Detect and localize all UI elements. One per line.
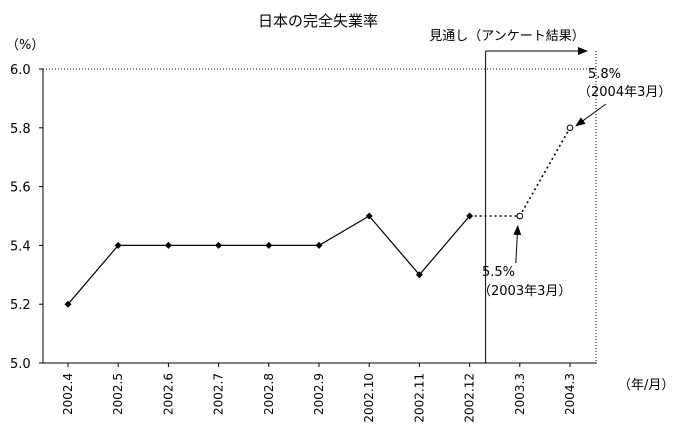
x-tick-label: 2002.11 [412,373,426,423]
y-tick-label: 5.4 [10,239,31,254]
y-tick-label: 5.8 [10,122,31,137]
data-point-marker [415,271,423,279]
data-point-marker [215,241,223,249]
forecast-series-line [469,127,571,217]
data-point-marker [114,241,122,249]
data-point-marker [164,241,172,249]
annotation-value-2003: 5.5% [482,265,515,280]
data-point-marker [64,300,72,308]
actual-series-line [67,215,471,305]
x-axis-unit-label: （年/月） [618,378,674,393]
x-tick-label: 2002.8 [262,373,276,415]
data-point-marker [265,241,273,249]
y-tick-label: 5.2 [10,298,31,313]
x-tick-label: 2002.6 [161,373,175,415]
y-tick-label: 5.6 [10,181,31,196]
annotation-value-2004: 5.8% [588,67,621,82]
x-tick-label: 2003.3 [513,373,527,415]
x-tick-label: 2004.3 [563,373,577,415]
annotation-note-2004: （2004年3月） [578,85,671,100]
x-tick-label: 2002.9 [312,373,326,415]
annotation-arrow-2004 [575,103,607,127]
annotation-arrow-2003 [513,225,522,264]
data-point-marker [466,212,474,220]
data-point-marker [365,212,373,220]
forecast-point-marker [516,212,524,220]
forecast-point-marker [566,124,574,132]
x-tick-label: 2002.4 [61,373,75,415]
forecast-label: 見通し（アンケート結果） [429,29,584,44]
y-axis-unit-label: （%） [6,38,44,53]
y-tick-label: 5.0 [10,357,31,372]
data-point-marker [315,241,323,249]
annotation-note-2003: （2003年3月） [478,284,571,299]
x-tick-label: 2002.12 [463,373,477,423]
chart-title: 日本の完全失業率 [258,12,378,30]
x-tick-label: 2002.10 [362,373,376,423]
x-tick-label: 2002.7 [212,373,226,415]
y-tick-label: 6.0 [10,63,31,78]
x-tick-label: 2002.5 [111,373,125,415]
